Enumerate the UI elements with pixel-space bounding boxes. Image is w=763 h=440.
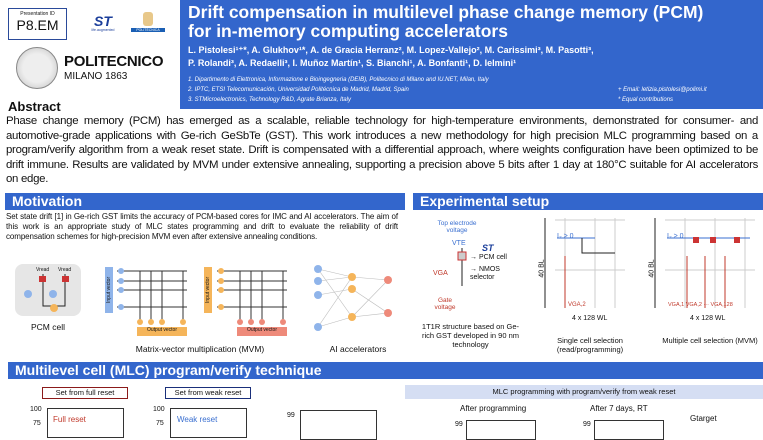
input-vector-label: Input vector [106, 276, 112, 304]
pcm-cell-icon [24, 274, 69, 312]
presentation-id: P8.EM [16, 17, 59, 33]
wl-label: 4 x 128 WL [690, 315, 726, 322]
after-7-days-title: After 7 days, RT [590, 404, 648, 413]
contact: + Email: letizia.pistolesi@polimi.it * E… [618, 85, 758, 105]
single-cell-caption: Single cell selection (read/programming) [556, 336, 624, 354]
1t1r-caption: 1T1R structure based on Ge-rich GST deve… [421, 322, 520, 349]
setup-heading: Experimental setup [413, 193, 763, 210]
tick: 100 [30, 406, 42, 413]
top-electrode-label: Top electrode voltage [437, 220, 477, 234]
title-line: for in-memory computing accelerators [188, 21, 508, 41]
mvm-diagram [105, 267, 287, 336]
st-logo: ST life.augmented [86, 14, 120, 36]
authors-line: L. Pistolesi¹⁺*, A. Glukhov¹*, A. de Gra… [188, 45, 594, 55]
vte-label: VTE [452, 240, 466, 247]
output-vector-label: Output vector [246, 327, 277, 333]
polimi-logo: POLITECNICO MILANO 1863 [16, 47, 176, 89]
single-cell-array [544, 218, 625, 308]
weak-reset-label: Weak reset [177, 415, 218, 424]
i2-label: I₂ > 0 [557, 233, 574, 240]
vga2-label: VGA,2 [568, 302, 586, 308]
full-reset-label: Full reset [53, 415, 86, 424]
tick: 75 [33, 420, 41, 427]
pcm-cell-caption: PCM cell [30, 322, 65, 332]
tick: 99 [583, 421, 591, 428]
after-programming-title: After programming [460, 404, 527, 413]
tick: 99 [455, 421, 463, 428]
motivation-heading: Motivation [5, 193, 405, 210]
affiliation: 3. STMicroelectronics, Technology R&D, A… [188, 97, 351, 103]
authors: L. Pistolesi¹⁺*, A. Glukhov¹*, A. de Gra… [188, 44, 748, 70]
polimi-sub: MILANO 1863 [64, 71, 128, 82]
vread-label: Vread [36, 267, 50, 273]
mlc-banner: MLC programming with program/verify from… [405, 385, 763, 399]
gate-voltage-label: Gate voltage [434, 297, 456, 311]
bl-label: 40 BL [538, 259, 546, 278]
vga-label: VGA [433, 270, 448, 277]
after-7-days-plot [594, 420, 664, 440]
st-small-logo: ST [482, 243, 494, 253]
affiliations: 1. Dipartimento di Elettronica, Informaz… [188, 75, 628, 105]
ai-caption: AI accelerators [329, 344, 387, 354]
set-weak-reset-label: Set from weak reset [165, 387, 251, 399]
bl-label: 40 BL [648, 259, 656, 278]
pcm-cell-label: → PCM cell [470, 254, 507, 261]
motivation-text: Set state drift [1] in Ge-rich GST limit… [6, 212, 398, 241]
st-tagline: life.augmented [91, 28, 115, 32]
multi-cell-array [654, 218, 755, 308]
vread-label: Vread [58, 267, 72, 273]
polimi-name: POLITECNICO [64, 53, 164, 70]
wl-label: 4 x 128 WL [572, 315, 608, 322]
email-link[interactable]: + Email: letizia.pistolesi@polimi.it [618, 87, 707, 93]
upm-logo: POLITÉCNICA [131, 12, 165, 36]
multi-cell-caption: Multiple cell selection (MVM) [662, 336, 758, 345]
full-reset-plot: Full reset [47, 408, 124, 438]
affiliation: 1. Dipartimento di Elettronica, Informaz… [188, 77, 489, 83]
title-line: Drift compensation in multilevel phase c… [188, 2, 704, 22]
i2-label: I₂ > 0 [667, 233, 684, 240]
output-vector-label: Output vector [146, 327, 177, 333]
tick: 99 [287, 412, 295, 419]
after-programming-plot [466, 420, 536, 440]
tick: 100 [153, 406, 165, 413]
abstract-heading: Abstract [8, 99, 61, 114]
mvm-caption: Matrix-vector multiplication (MVM) [135, 344, 265, 354]
pcm-cell-diagram: Vread Vread [15, 264, 81, 316]
input-vector-label: Input vector [205, 276, 211, 304]
equal-contrib-note: * Equal contributions [618, 97, 674, 103]
poster-title: Drift compensation in multilevel phase c… [188, 3, 763, 41]
neural-network-diagram [314, 265, 392, 331]
weak-reset-plot: Weak reset [170, 408, 247, 438]
1t1r-icon [457, 248, 467, 286]
vga-multi-label: VGA,1 VGA,2 ··· VGA,128 [668, 302, 733, 308]
tick: 75 [156, 420, 164, 427]
authors-line: P. Rolandi³, A. Redaelli³, I. Muñoz Mart… [188, 58, 517, 68]
abstract-text: Phase change memory (PCM) has emerged as… [6, 115, 758, 186]
upm-label: POLITÉCNICA [131, 28, 165, 32]
nmos-label: → NMOS selector [470, 266, 500, 281]
presentation-id-label: Presentation ID [20, 11, 55, 17]
cdf-plot [300, 410, 377, 440]
polimi-seal-icon [16, 47, 58, 89]
set-full-reset-label: Set from full reset [42, 387, 128, 399]
title-banner: Drift compensation in multilevel phase c… [180, 0, 763, 109]
gtarget-label: Gtarget [690, 414, 717, 423]
mlc-heading: Multilevel cell (MLC) program/verify tec… [8, 362, 763, 379]
affiliation: 2. IPTC, ETSI Telecomunicación, Universi… [188, 87, 409, 93]
presentation-id-box: Presentation ID P8.EM [8, 8, 67, 40]
